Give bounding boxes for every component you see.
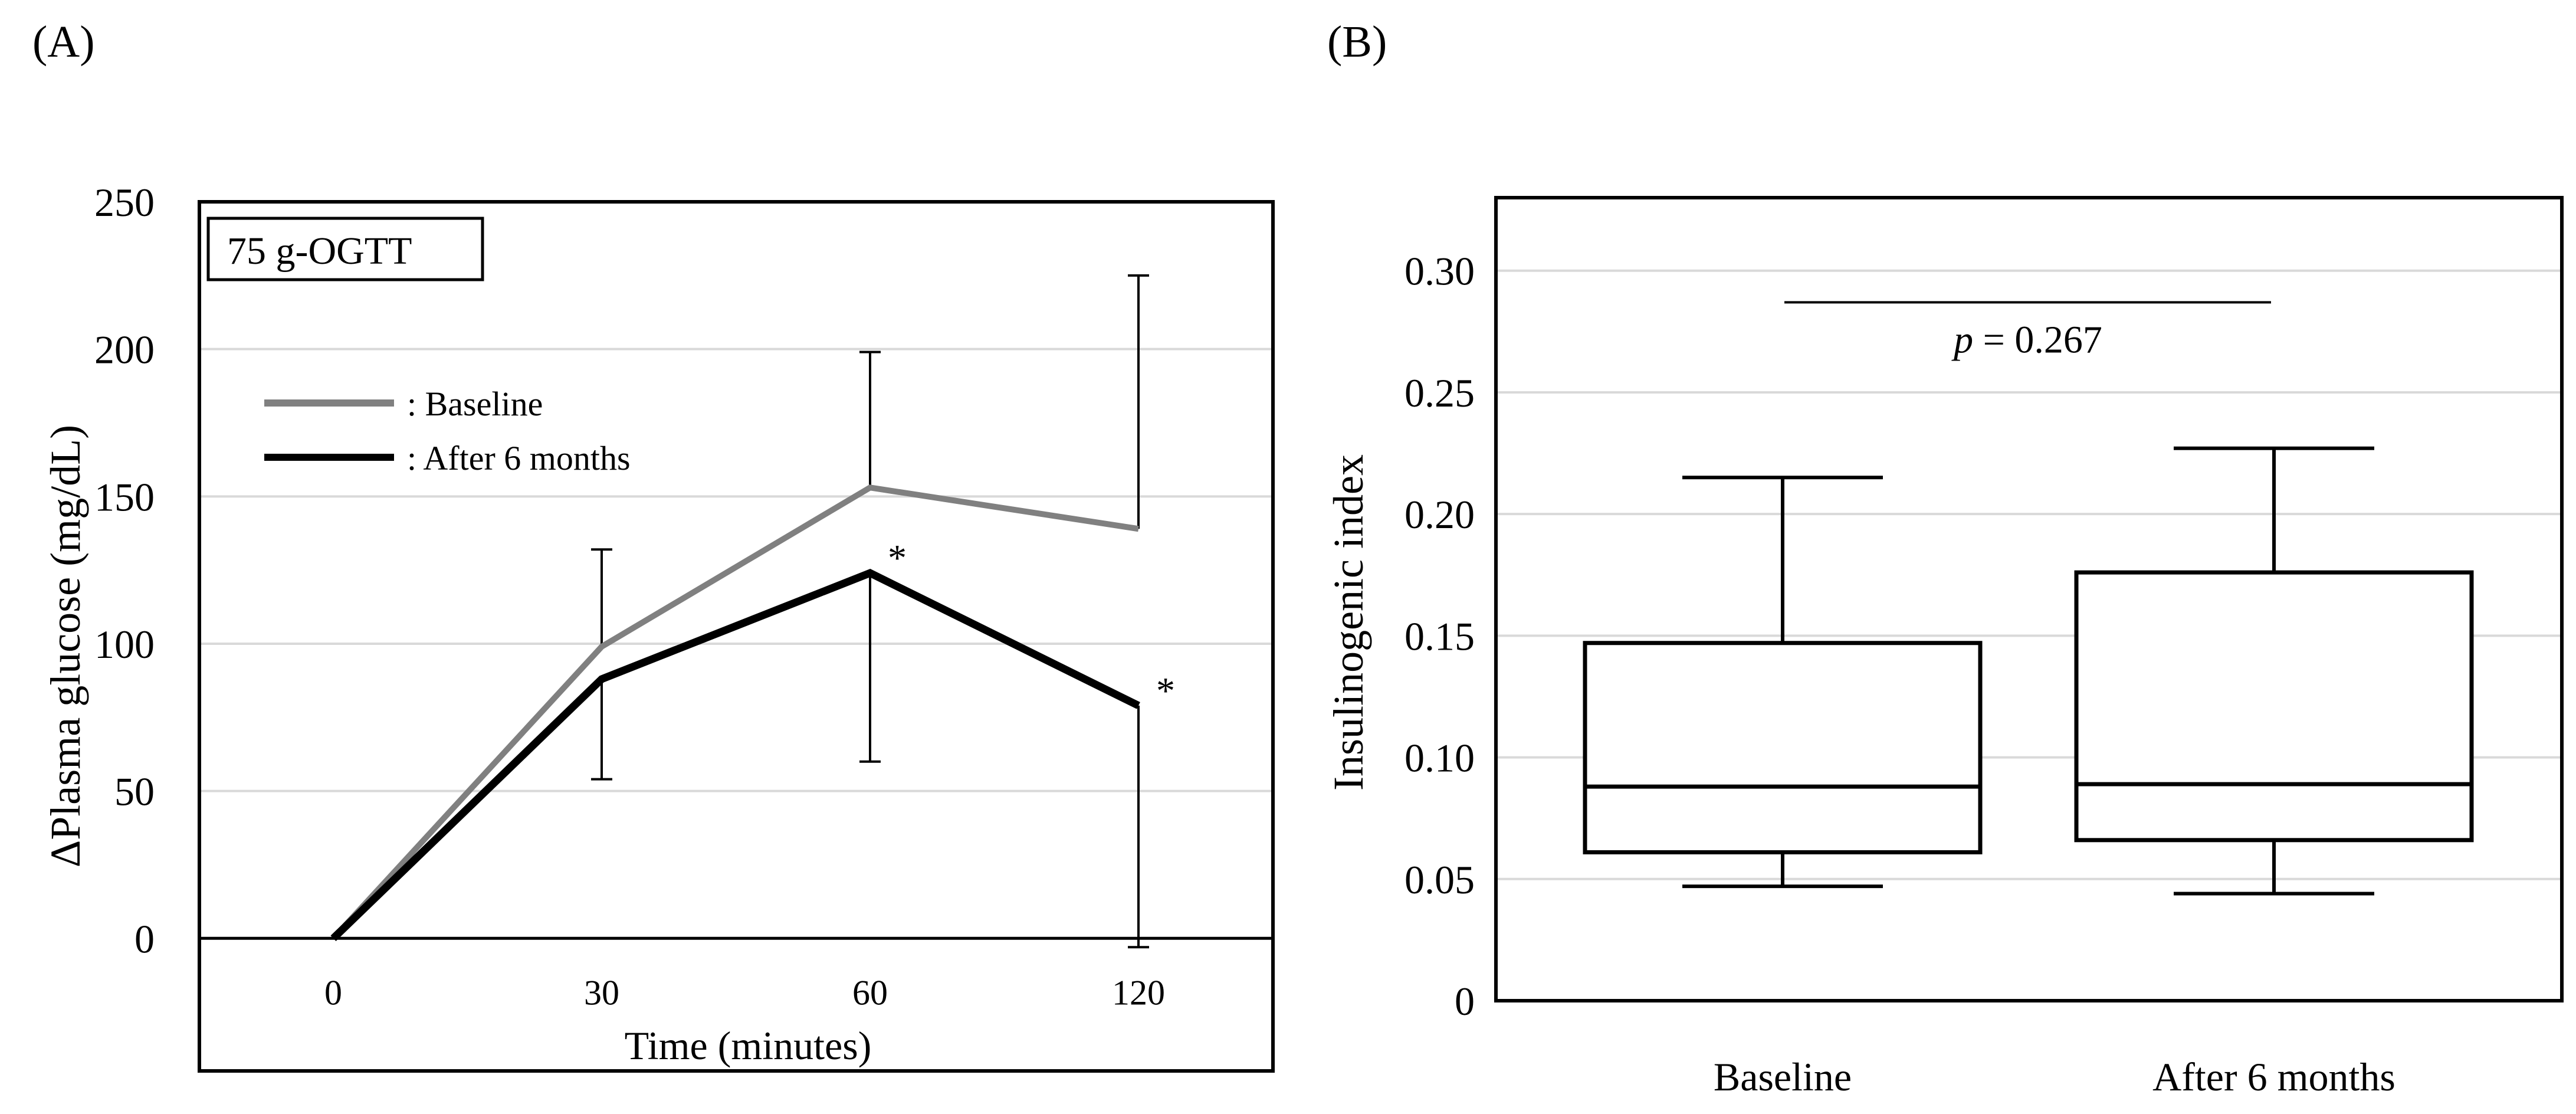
panel-a-label: (A) [32,17,95,67]
box-iqr [2074,570,2474,843]
panel-b-label: (B) [1327,17,1387,67]
series-line-baseline [331,484,1139,941]
significance-asterisk: * [888,537,907,579]
legend-label-baseline: : Baseline [407,385,543,423]
p-symbol: p [1951,318,1973,361]
a-x-tick-label: 30 [584,973,619,1012]
a-annotations: ** [888,537,1175,712]
a-y-tick-label: 0 [134,916,155,961]
a-gridlines [199,348,1273,792]
b-x-tick-label: Baseline [1714,1054,1852,1099]
a-y-tick-label: 100 [94,622,155,667]
a-y-tick-label: 50 [114,769,155,814]
series-line-after-6-months [330,569,1140,941]
b-y-axis-title: Insulinogenic index [1325,454,1372,791]
a-series-lines [330,484,1140,941]
b-y-tick-label: 0.20 [1405,492,1475,537]
b-y-tick-label: 0.10 [1405,736,1475,781]
a-x-tick-label: 120 [1112,973,1165,1012]
b-y-tick-label: 0.05 [1405,857,1475,902]
a-y-axis-title: ΔPlasma glucose (mg/dL) [42,425,89,867]
p-value: = 0.267 [1973,318,2102,361]
a-x-axis-title: Time (minutes) [625,1023,872,1068]
significance-asterisk: * [1156,670,1175,712]
b-x-tick-label: After 6 months [2152,1054,2395,1099]
b-y-tick-label: 0.15 [1405,614,1475,658]
box-iqr [1583,641,1983,854]
legend-label-after: : After 6 months [407,439,631,477]
b-y-tick-label: 0 [1455,979,1475,1024]
a-x-tick-labels: 0 30 60 120 [324,973,1165,1012]
a-x-tick-label: 60 [852,973,888,1012]
inset-label: 75 g-OGTT [227,230,412,273]
a-y-tick-label: 200 [94,327,155,372]
b-boxes [1583,446,2474,896]
a-error-bars [591,274,1149,949]
a-plot-frame [198,200,1275,1073]
b-y-tick-label: 0.25 [1405,371,1475,415]
b-y-tick-label: 0.30 [1405,249,1475,294]
b-y-tick-labels: 0 0.05 0.10 0.15 0.20 0.25 0.30 [1405,249,1475,1024]
b-x-tick-labels: Baseline After 6 months [1714,1054,2395,1099]
b-plot-frame [1494,196,2564,1002]
a-legend: : Baseline : After 6 months [264,385,631,477]
a-y-tick-label: 150 [94,474,155,519]
panel-b-box-plot: 0 0.05 0.10 0.15 0.20 0.25 0.30 Baseline After … [1325,196,2564,1099]
a-y-tick-labels: 0 50 100 150 200 250 [94,180,155,961]
a-y-tick-label: 250 [94,180,155,225]
inset-label-box [206,217,484,281]
significance-label: p = 0.267 [1951,318,2102,361]
a-x-tick-label: 0 [324,973,342,1012]
